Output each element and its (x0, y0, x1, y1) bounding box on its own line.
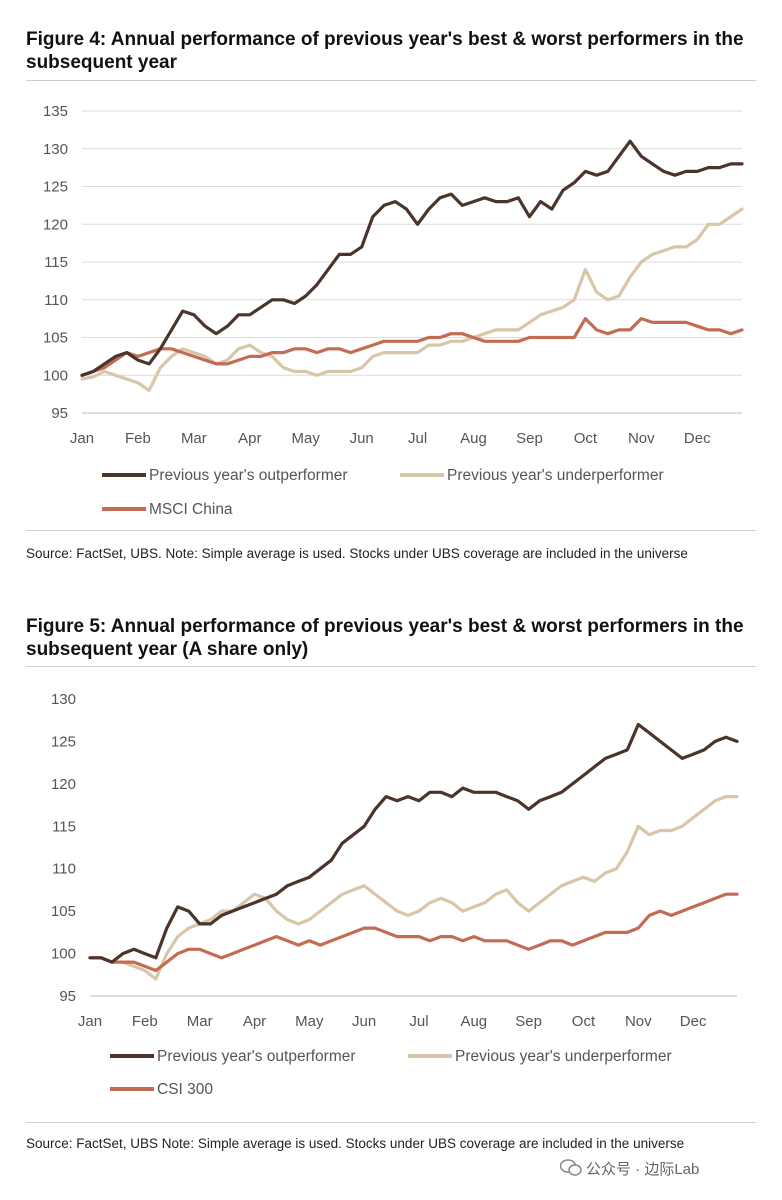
figure-5-bottom-rule (26, 1122, 756, 1123)
x-tick-label: Aug (460, 1013, 487, 1030)
figure-5-title: Figure 5: Annual performance of previous… (26, 616, 744, 660)
y-tick-label: 115 (44, 254, 68, 271)
y-tick-label: 120 (51, 776, 76, 793)
y-tick-label: 95 (59, 988, 76, 1005)
x-tick-label: Dec (684, 430, 711, 447)
y-tick-label: 135 (43, 103, 68, 120)
figure-5-source: Source: FactSet, UBS Note: Simple averag… (26, 1136, 685, 1151)
series-line-underperformer (80, 207, 744, 392)
legend-label: CSI 300 (157, 1081, 213, 1098)
figure-4-source: Source: FactSet, UBS. Note: Simple avera… (26, 546, 688, 561)
x-tick-label: Sep (516, 430, 543, 447)
figure-4-chart: 95 100 105 110 115 120 125 130 135 Jan Feb Mar Apr Ma… (43, 103, 744, 518)
legend-label: Previous year's underperformer (455, 1048, 672, 1065)
figure-4-title: Figure 4: Annual performance of previous… (26, 29, 744, 73)
y-tick-label: 130 (43, 141, 68, 158)
y-tick-label: 110 (52, 861, 76, 878)
watermark: 公众号 · 边际Lab (560, 1158, 699, 1179)
x-tick-label: Dec (680, 1013, 707, 1030)
x-tick-label: Jun (352, 1013, 376, 1030)
y-tick-label: 100 (51, 946, 76, 963)
series-line-outperformer (88, 722, 739, 964)
y-tick-label: 125 (43, 179, 68, 196)
x-tick-label: Jul (409, 1013, 428, 1030)
y-tick-label: 110 (44, 292, 68, 309)
series-line-underperformer (88, 794, 739, 981)
y-tick-label: 120 (43, 216, 68, 233)
y-tick-label: 105 (43, 330, 68, 347)
y-tick-label: 105 (51, 903, 76, 920)
y-tick-label: 95 (51, 405, 68, 422)
x-tick-label: Jan (78, 1013, 102, 1030)
series-line-index (80, 317, 744, 377)
watermark-text: 公众号 · 边际Lab (586, 1161, 700, 1178)
x-tick-label: Nov (625, 1013, 652, 1030)
x-tick-label: Jun (350, 430, 374, 447)
legend-label: MSCI China (149, 501, 233, 518)
x-tick-label: Jul (408, 430, 427, 447)
y-tick-label: 100 (43, 367, 68, 384)
series-line-outperformer (80, 139, 744, 377)
x-tick-label: May (292, 430, 321, 447)
x-tick-label: Apr (238, 430, 261, 447)
x-tick-label: Oct (574, 430, 598, 447)
legend-label: Previous year's outperformer (157, 1048, 356, 1065)
y-tick-label: 130 (51, 691, 76, 708)
x-tick-label: Sep (515, 1013, 542, 1030)
figure-4-top-rule (26, 80, 756, 81)
figure-5-chart: 95 100 105 110 115 120 125 130 Jan Feb Mar Apr May Ju… (51, 691, 739, 1098)
y-tick-label: 115 (52, 818, 76, 835)
x-tick-label: Nov (628, 430, 655, 447)
figure-5-top-rule (26, 666, 756, 667)
x-tick-label: Feb (125, 430, 151, 447)
x-tick-label: Mar (181, 430, 207, 447)
x-tick-label: Apr (243, 1013, 266, 1030)
figure-4-bottom-rule (26, 530, 756, 531)
x-tick-label: May (295, 1013, 324, 1030)
x-tick-label: Aug (460, 430, 487, 447)
y-tick-label: 125 (51, 733, 76, 750)
x-tick-label: Mar (187, 1013, 213, 1030)
x-tick-label: Jan (70, 430, 94, 447)
legend-label: Previous year's underperformer (447, 467, 664, 484)
legend-label: Previous year's outperformer (149, 467, 348, 484)
x-tick-label: Feb (132, 1013, 158, 1030)
wechat-icon (560, 1159, 582, 1176)
x-tick-label: Oct (572, 1013, 596, 1030)
series-line-index (88, 892, 739, 973)
